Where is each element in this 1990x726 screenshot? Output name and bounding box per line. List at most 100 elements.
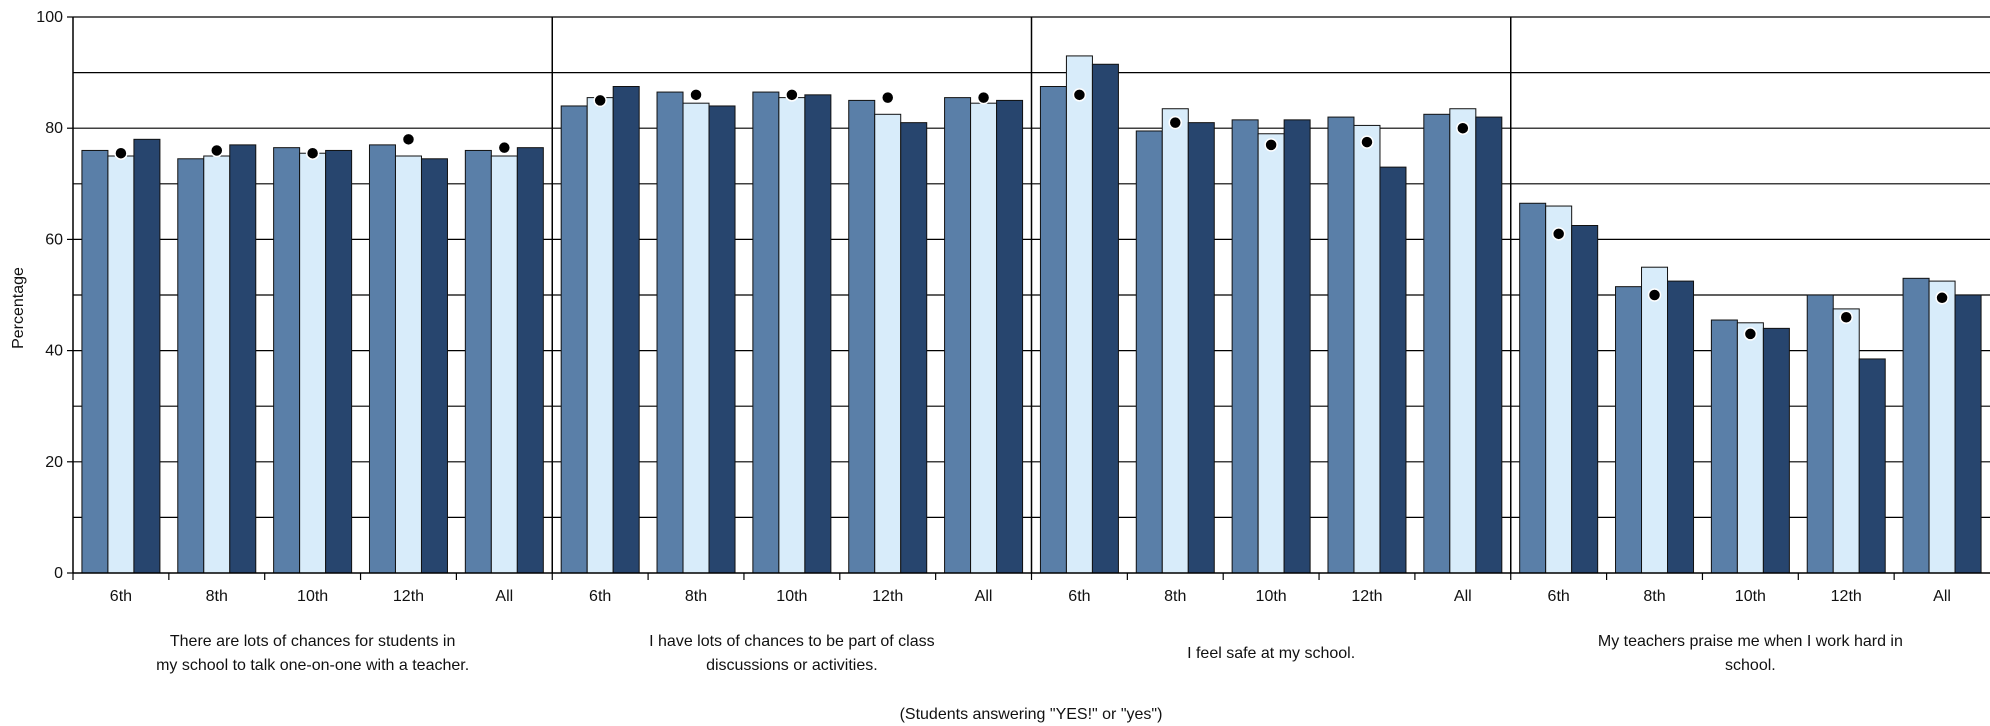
bar	[1353, 124, 1381, 574]
bar	[1475, 116, 1503, 574]
bar	[81, 149, 109, 574]
bar	[325, 149, 353, 574]
x-tick-label: 12th	[393, 588, 424, 605]
bar	[1161, 108, 1189, 574]
bar	[708, 105, 736, 574]
marker-point	[401, 132, 416, 147]
group-label: My teachers praise me when I work hard i…	[1598, 633, 1903, 650]
bar	[1736, 322, 1764, 574]
markers	[114, 88, 1949, 341]
labels: 0 20 40 60 80 100 6th 8th 10th 12th All There are l…	[36, 9, 1951, 674]
bar	[133, 138, 161, 574]
bar	[1954, 294, 1982, 574]
y-tick-label: 60	[45, 231, 63, 248]
x-tick-label: All	[1454, 588, 1472, 605]
marker-point	[1072, 88, 1087, 102]
x-tick-label: 8th	[1164, 588, 1186, 605]
bar	[273, 147, 301, 574]
group-label: discussions or activities.	[706, 657, 878, 674]
x-tick-label: 10th	[297, 588, 328, 605]
bar	[1710, 319, 1738, 574]
bar	[1257, 133, 1285, 574]
y-tick-label: 100	[36, 9, 63, 26]
bar	[464, 149, 492, 574]
marker-point	[976, 90, 991, 105]
bar	[1449, 108, 1477, 574]
bar	[1091, 63, 1119, 574]
marker-point	[593, 93, 607, 108]
bar	[778, 97, 806, 574]
bar	[1902, 277, 1930, 574]
marker-point	[497, 140, 512, 155]
x-tick-label: 10th	[1735, 588, 1766, 605]
bar	[1423, 113, 1451, 574]
bar	[586, 97, 614, 574]
axes	[67, 16, 1990, 580]
bar	[516, 147, 544, 574]
bar	[1187, 122, 1215, 574]
marker-point	[1264, 138, 1278, 152]
bar	[1858, 358, 1886, 574]
bar	[229, 144, 257, 574]
bar	[1667, 280, 1695, 574]
bar	[1928, 280, 1956, 574]
group-label: I feel safe at my school.	[1187, 645, 1355, 662]
x-tick-label: 10th	[1256, 588, 1287, 605]
y-tick-label: 20	[45, 454, 63, 471]
group-label: There are lots of chances for students i…	[170, 633, 455, 650]
bar	[1519, 202, 1547, 574]
bar	[804, 94, 832, 574]
marker-point	[210, 143, 224, 158]
x-tick-label: 12th	[1831, 588, 1862, 605]
marker-point	[305, 146, 320, 160]
marker-point	[1935, 291, 1949, 305]
bar	[996, 99, 1024, 574]
y-tick-label: 40	[45, 343, 63, 360]
x-tick-label: 8th	[206, 588, 228, 605]
marker-point	[1839, 310, 1853, 324]
bar	[203, 155, 231, 574]
bar	[299, 152, 327, 574]
bar	[1135, 130, 1163, 574]
bar	[1231, 119, 1259, 574]
bar	[1832, 308, 1860, 574]
marker-point	[114, 146, 128, 160]
bar	[1379, 166, 1407, 574]
x-tick-label: 6th	[1548, 588, 1570, 605]
marker-point	[1360, 135, 1374, 149]
bar	[1065, 55, 1093, 574]
bar	[682, 102, 710, 574]
marker-point	[785, 88, 799, 102]
x-tick-label: 8th	[685, 588, 707, 605]
bar	[1545, 205, 1573, 574]
bar	[107, 155, 135, 574]
bars	[81, 55, 1982, 574]
marker-point	[1551, 227, 1566, 241]
bar	[1039, 86, 1067, 574]
x-tick-label: 6th	[1068, 588, 1090, 605]
group-label: school.	[1725, 657, 1776, 674]
bar	[656, 91, 684, 574]
x-tick-label: 6th	[110, 588, 132, 605]
bar	[900, 122, 928, 574]
x-tick-label: All	[495, 588, 513, 605]
x-tick-label: 10th	[776, 588, 807, 605]
x-tick-label: 6th	[589, 588, 611, 605]
x-tick-label: All	[975, 588, 993, 605]
x-tick-label: 12th	[1351, 588, 1382, 605]
marker-point	[1647, 288, 1662, 302]
bar	[1641, 266, 1669, 574]
bar	[612, 86, 640, 574]
y-tick-label: 0	[54, 565, 63, 582]
x-tick-label: 12th	[872, 588, 903, 605]
bar	[1806, 294, 1834, 574]
bar	[1283, 119, 1311, 574]
y-axis-label: Percentage	[10, 267, 27, 349]
marker-point	[880, 90, 895, 105]
group-label: my school to talk one-on-one with a teac…	[156, 657, 469, 674]
bar	[944, 97, 972, 574]
bar	[1327, 116, 1355, 574]
x-tick-label: All	[1933, 588, 1951, 605]
bar	[394, 155, 422, 574]
